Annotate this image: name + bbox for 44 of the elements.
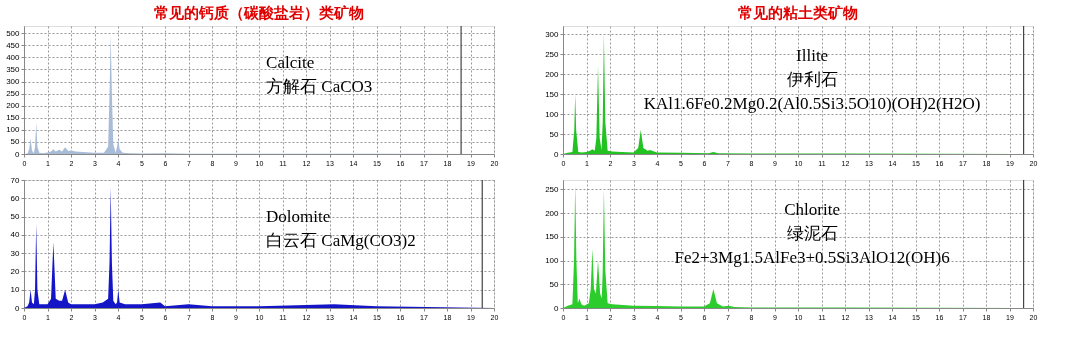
annotation: Dolomite	[266, 206, 331, 226]
y-tick-label: 200	[6, 101, 21, 111]
annotation: 方解石 CaCO3	[266, 76, 373, 96]
y-tick-label: 40	[10, 230, 21, 240]
y-tick-label: 200	[545, 208, 560, 218]
annotation: 伊利石	[786, 69, 838, 89]
y-tick-label: 400	[6, 52, 21, 62]
y-tick-label: 100	[6, 125, 21, 135]
y-tick-label: 50	[549, 279, 560, 289]
y-tick-label: 250	[6, 89, 21, 99]
y-tick-label: 0	[554, 303, 560, 313]
y-tick-label: 50	[549, 129, 560, 139]
y-tick-label: 30	[10, 248, 21, 258]
y-tick-label: 150	[545, 89, 560, 99]
chart-title: 常见的钙质（碳酸盐岩）类矿物	[154, 4, 364, 23]
y-tick-label: 250	[545, 184, 560, 194]
y-tick-label: 0	[15, 303, 21, 313]
y-tick-label: 100	[545, 109, 560, 119]
y-tick-label: 10	[10, 285, 21, 295]
y-tick-label: 70	[10, 175, 21, 185]
y-tick-label: 150	[6, 113, 21, 123]
y-tick-label: 300	[545, 29, 560, 39]
annotation: 绿泥石	[786, 223, 838, 243]
annotation: Chlorite	[784, 199, 840, 219]
y-tick-label: 60	[10, 193, 21, 203]
y-tick-label: 150	[545, 232, 560, 242]
y-tick-label: 100	[545, 256, 560, 266]
y-tick-label: 0	[554, 149, 560, 159]
annotation: Fe2+3Mg1.5AlFe3+0.5Si3AlO12(OH)6	[674, 247, 950, 267]
annotation: Illite	[796, 45, 829, 65]
y-tick-label: 500	[6, 28, 21, 38]
annotation: KAl1.6Fe0.2Mg0.2(Al0.5Si3.5O10)(OH)2(H2O)	[643, 93, 981, 113]
y-tick-label: 20	[10, 266, 21, 276]
y-tick-label: 450	[6, 40, 21, 50]
chart-title: 常见的粘土类矿物	[738, 4, 858, 23]
y-tick-label: 0	[15, 149, 21, 159]
y-tick-label: 50	[10, 212, 21, 222]
y-tick-label: 50	[10, 137, 21, 147]
annotation: Calcite	[266, 52, 315, 72]
annotation: 白云石 CaMg(CO3)2	[266, 230, 416, 250]
y-tick-label: 200	[545, 69, 560, 79]
y-tick-label: 300	[6, 77, 21, 87]
y-tick-label: 350	[6, 64, 21, 74]
y-tick-label: 250	[545, 49, 560, 59]
